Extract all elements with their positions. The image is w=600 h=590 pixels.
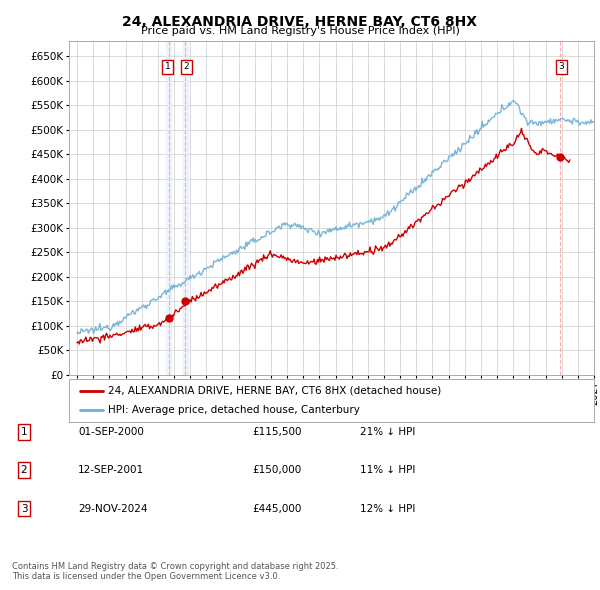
Text: £445,000: £445,000 [252,504,301,513]
Text: Price paid vs. HM Land Registry's House Price Index (HPI): Price paid vs. HM Land Registry's House … [140,26,460,36]
Text: 3: 3 [559,63,564,71]
Text: 12% ↓ HPI: 12% ↓ HPI [360,504,415,513]
Text: £150,000: £150,000 [252,466,301,475]
Text: 29-NOV-2024: 29-NOV-2024 [78,504,148,513]
Text: 1: 1 [165,63,171,71]
Text: 24, ALEXANDRIA DRIVE, HERNE BAY, CT6 8HX (detached house): 24, ALEXANDRIA DRIVE, HERNE BAY, CT6 8HX… [109,386,442,396]
Text: 21% ↓ HPI: 21% ↓ HPI [360,427,415,437]
Text: £115,500: £115,500 [252,427,302,437]
Text: This data is licensed under the Open Government Licence v3.0.: This data is licensed under the Open Gov… [12,572,280,581]
Text: 2: 2 [20,466,28,475]
Text: Contains HM Land Registry data © Crown copyright and database right 2025.: Contains HM Land Registry data © Crown c… [12,562,338,571]
Text: 3: 3 [20,504,28,513]
Text: 1: 1 [20,427,28,437]
Text: HPI: Average price, detached house, Canterbury: HPI: Average price, detached house, Cant… [109,405,360,415]
Bar [166,41,171,375]
Text: 2: 2 [184,63,189,71]
Text: 24, ALEXANDRIA DRIVE, HERNE BAY, CT6 8HX: 24, ALEXANDRIA DRIVE, HERNE BAY, CT6 8HX [122,15,478,29]
Text: 11% ↓ HPI: 11% ↓ HPI [360,466,415,475]
Text: 12-SEP-2001: 12-SEP-2001 [78,466,144,475]
Text: 01-SEP-2000: 01-SEP-2000 [78,427,144,437]
Bar [183,41,188,375]
